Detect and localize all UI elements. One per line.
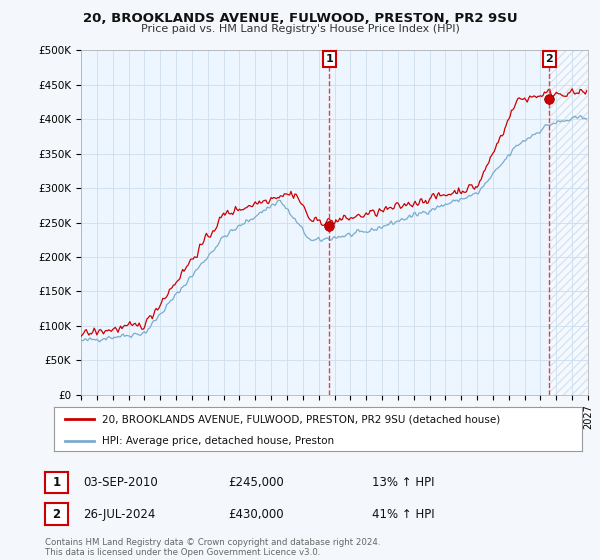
Bar	[81, 50, 550, 395]
Text: Contains HM Land Registry data © Crown copyright and database right 2024.
This d: Contains HM Land Registry data © Crown c…	[45, 538, 380, 557]
Text: 1: 1	[325, 54, 333, 64]
Bar	[550, 50, 588, 395]
Text: £245,000: £245,000	[228, 476, 284, 489]
Text: £430,000: £430,000	[228, 507, 284, 521]
Text: 2: 2	[52, 507, 61, 521]
Text: HPI: Average price, detached house, Preston: HPI: Average price, detached house, Pres…	[101, 436, 334, 446]
Text: Price paid vs. HM Land Registry's House Price Index (HPI): Price paid vs. HM Land Registry's House …	[140, 24, 460, 34]
Text: 03-SEP-2010: 03-SEP-2010	[83, 476, 158, 489]
Text: 20, BROOKLANDS AVENUE, FULWOOD, PRESTON, PR2 9SU (detached house): 20, BROOKLANDS AVENUE, FULWOOD, PRESTON,…	[101, 414, 500, 424]
Text: 2: 2	[545, 54, 553, 64]
Text: 41% ↑ HPI: 41% ↑ HPI	[372, 507, 434, 521]
Text: 20, BROOKLANDS AVENUE, FULWOOD, PRESTON, PR2 9SU: 20, BROOKLANDS AVENUE, FULWOOD, PRESTON,…	[83, 12, 517, 25]
Text: 13% ↑ HPI: 13% ↑ HPI	[372, 476, 434, 489]
Text: 1: 1	[52, 476, 61, 489]
Text: 26-JUL-2024: 26-JUL-2024	[83, 507, 155, 521]
